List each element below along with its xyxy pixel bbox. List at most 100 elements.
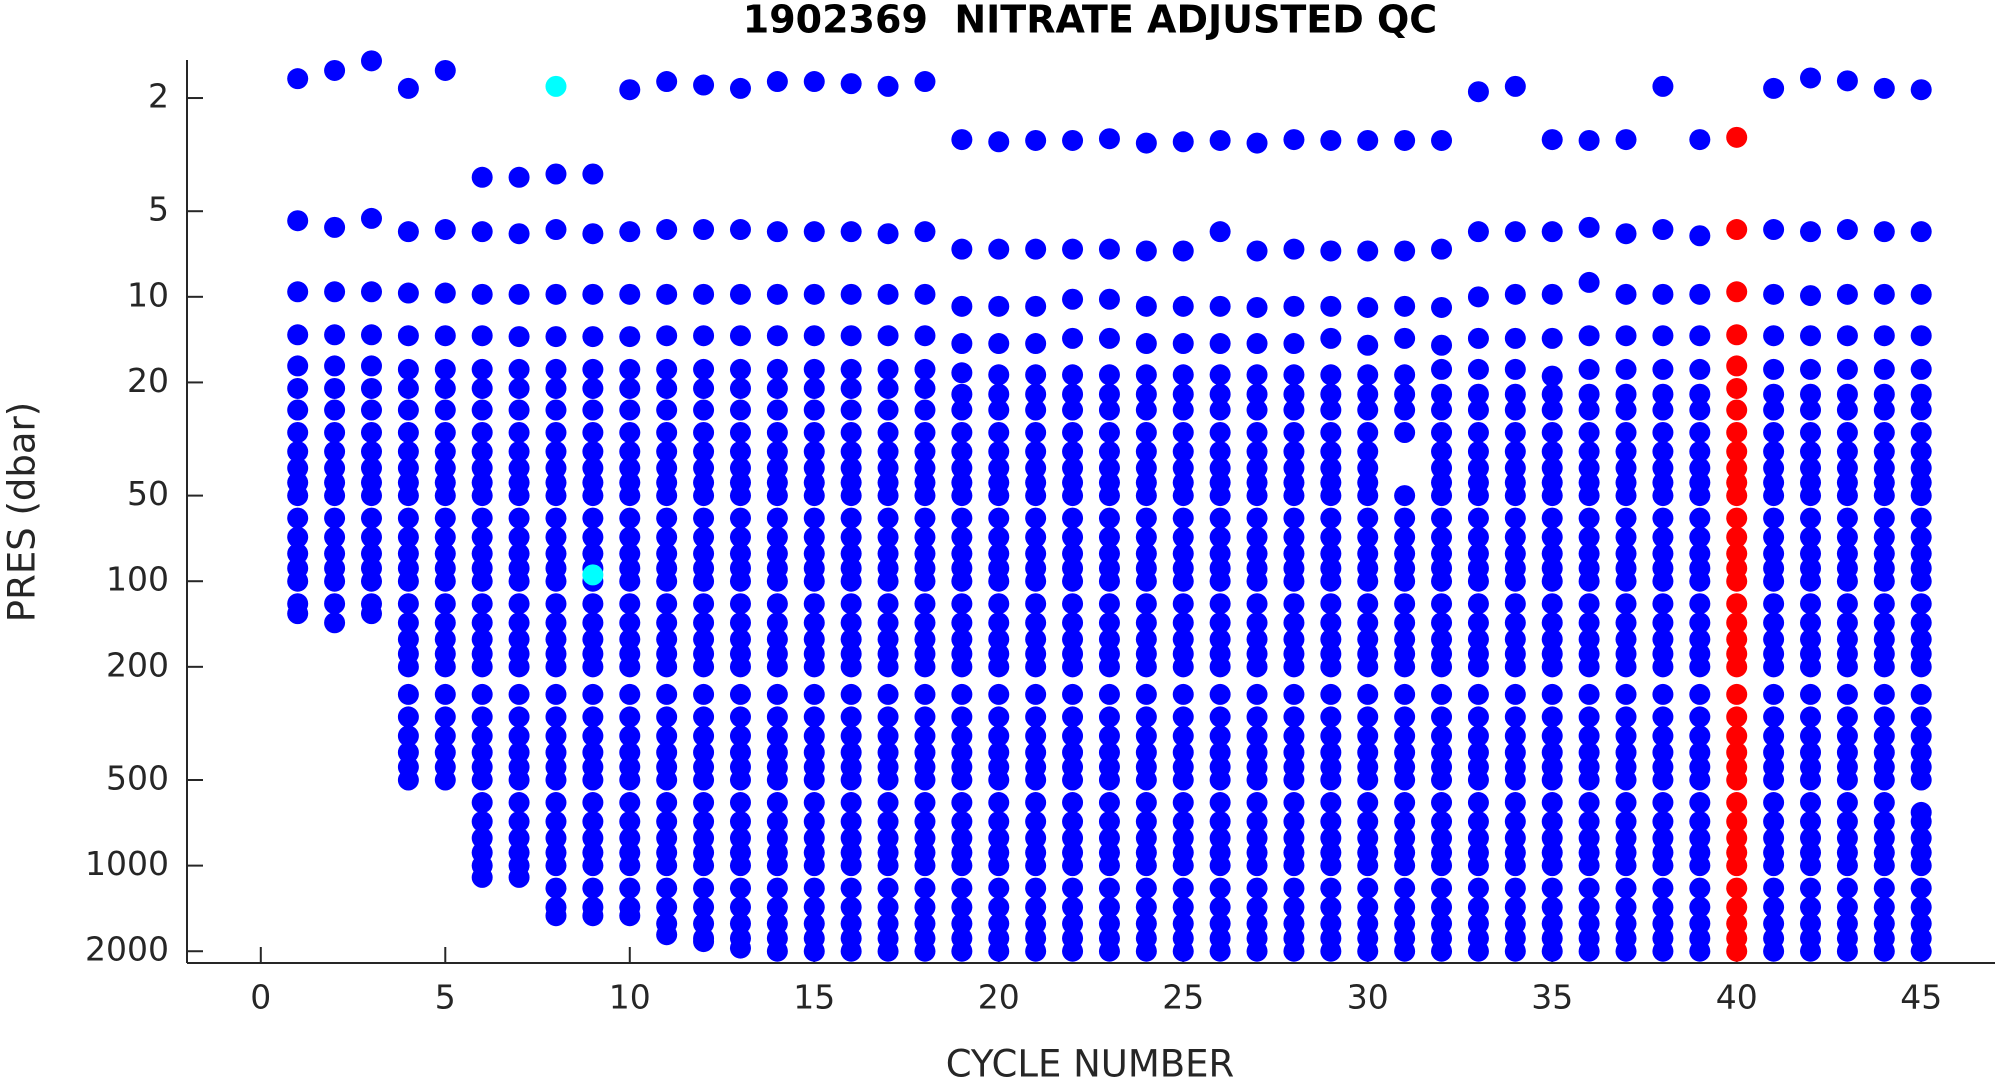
data-point — [951, 441, 973, 463]
data-point — [434, 325, 456, 347]
data-point — [656, 628, 678, 650]
data-point — [471, 827, 493, 849]
data-point — [1320, 422, 1342, 444]
data-point — [434, 282, 456, 304]
data-point — [1283, 683, 1305, 705]
data-point — [471, 683, 493, 705]
data-point — [1800, 792, 1822, 814]
data-point — [1172, 683, 1194, 705]
data-point — [988, 706, 1010, 728]
data-point — [1652, 543, 1674, 565]
data-point — [729, 283, 751, 305]
data-point — [397, 570, 419, 592]
data-point — [1246, 896, 1268, 918]
data-point — [1283, 896, 1305, 918]
data-point — [729, 358, 751, 380]
data-point — [1062, 683, 1084, 705]
data-point — [1689, 940, 1711, 962]
data-point — [1209, 792, 1231, 814]
data-point — [508, 866, 530, 888]
data-point — [1800, 485, 1822, 507]
data-point — [582, 612, 604, 634]
data-point — [1800, 855, 1822, 877]
data-point — [545, 283, 567, 305]
data-point — [619, 526, 641, 548]
data-point — [1615, 656, 1637, 678]
data-point — [1283, 593, 1305, 615]
data-point — [766, 877, 788, 899]
data-point — [656, 219, 678, 241]
data-point — [1541, 441, 1563, 463]
data-point — [1836, 383, 1858, 405]
data-point — [951, 913, 973, 935]
data-point — [1025, 441, 1047, 463]
data-point — [545, 593, 567, 615]
data-point — [729, 741, 751, 763]
data-point — [1172, 399, 1194, 421]
data-point — [1431, 683, 1453, 705]
data-point — [360, 281, 382, 303]
data-point — [693, 913, 715, 935]
data-point — [508, 283, 530, 305]
data-point — [1615, 913, 1637, 935]
data-point — [619, 399, 641, 421]
data-point — [545, 377, 567, 399]
data-point — [1246, 507, 1268, 529]
data-point — [656, 325, 678, 347]
data-point — [324, 507, 346, 529]
data-point — [693, 931, 715, 953]
data-point — [840, 441, 862, 463]
data-point — [1652, 827, 1674, 849]
data-point — [1800, 913, 1822, 935]
data-point — [1910, 457, 1932, 479]
data-point — [1652, 507, 1674, 529]
data-point — [1062, 628, 1084, 650]
data-point — [471, 741, 493, 763]
data-point — [1873, 383, 1895, 405]
data-point — [1836, 656, 1858, 678]
data-point — [729, 877, 751, 899]
data-point — [1320, 526, 1342, 548]
data-point — [1098, 507, 1120, 529]
data-point — [1025, 485, 1047, 507]
data-point — [914, 399, 936, 421]
data-point — [1172, 855, 1194, 877]
data-point — [1394, 383, 1416, 405]
data-point — [1541, 457, 1563, 479]
data-point — [1873, 221, 1895, 243]
data-point — [508, 422, 530, 444]
data-point — [1873, 877, 1895, 899]
data-point — [803, 543, 825, 565]
data-point — [1910, 283, 1932, 305]
data-point — [619, 811, 641, 833]
data-point — [1504, 399, 1526, 421]
data-point — [951, 422, 973, 444]
data-point — [729, 827, 751, 849]
data-point — [1800, 325, 1822, 347]
data-point — [324, 324, 346, 346]
data-point — [914, 358, 936, 380]
data-point — [545, 543, 567, 565]
data-point — [287, 355, 309, 377]
data-point — [877, 485, 899, 507]
data-point — [619, 792, 641, 814]
data-point — [471, 866, 493, 888]
data-point — [729, 706, 751, 728]
data-point — [619, 441, 641, 463]
data-point — [434, 741, 456, 763]
data-point — [287, 399, 309, 421]
data-point — [1357, 792, 1379, 814]
data-point — [951, 593, 973, 615]
data-point — [1357, 769, 1379, 791]
data-point — [582, 326, 604, 348]
data-point — [766, 283, 788, 305]
data-point — [1062, 543, 1084, 565]
data-point — [766, 811, 788, 833]
data-point — [1467, 877, 1489, 899]
data-point — [619, 905, 641, 927]
data-point — [1652, 283, 1674, 305]
data-point — [766, 769, 788, 791]
data-point — [619, 377, 641, 399]
data-point — [1135, 240, 1157, 262]
data-point — [434, 219, 456, 241]
